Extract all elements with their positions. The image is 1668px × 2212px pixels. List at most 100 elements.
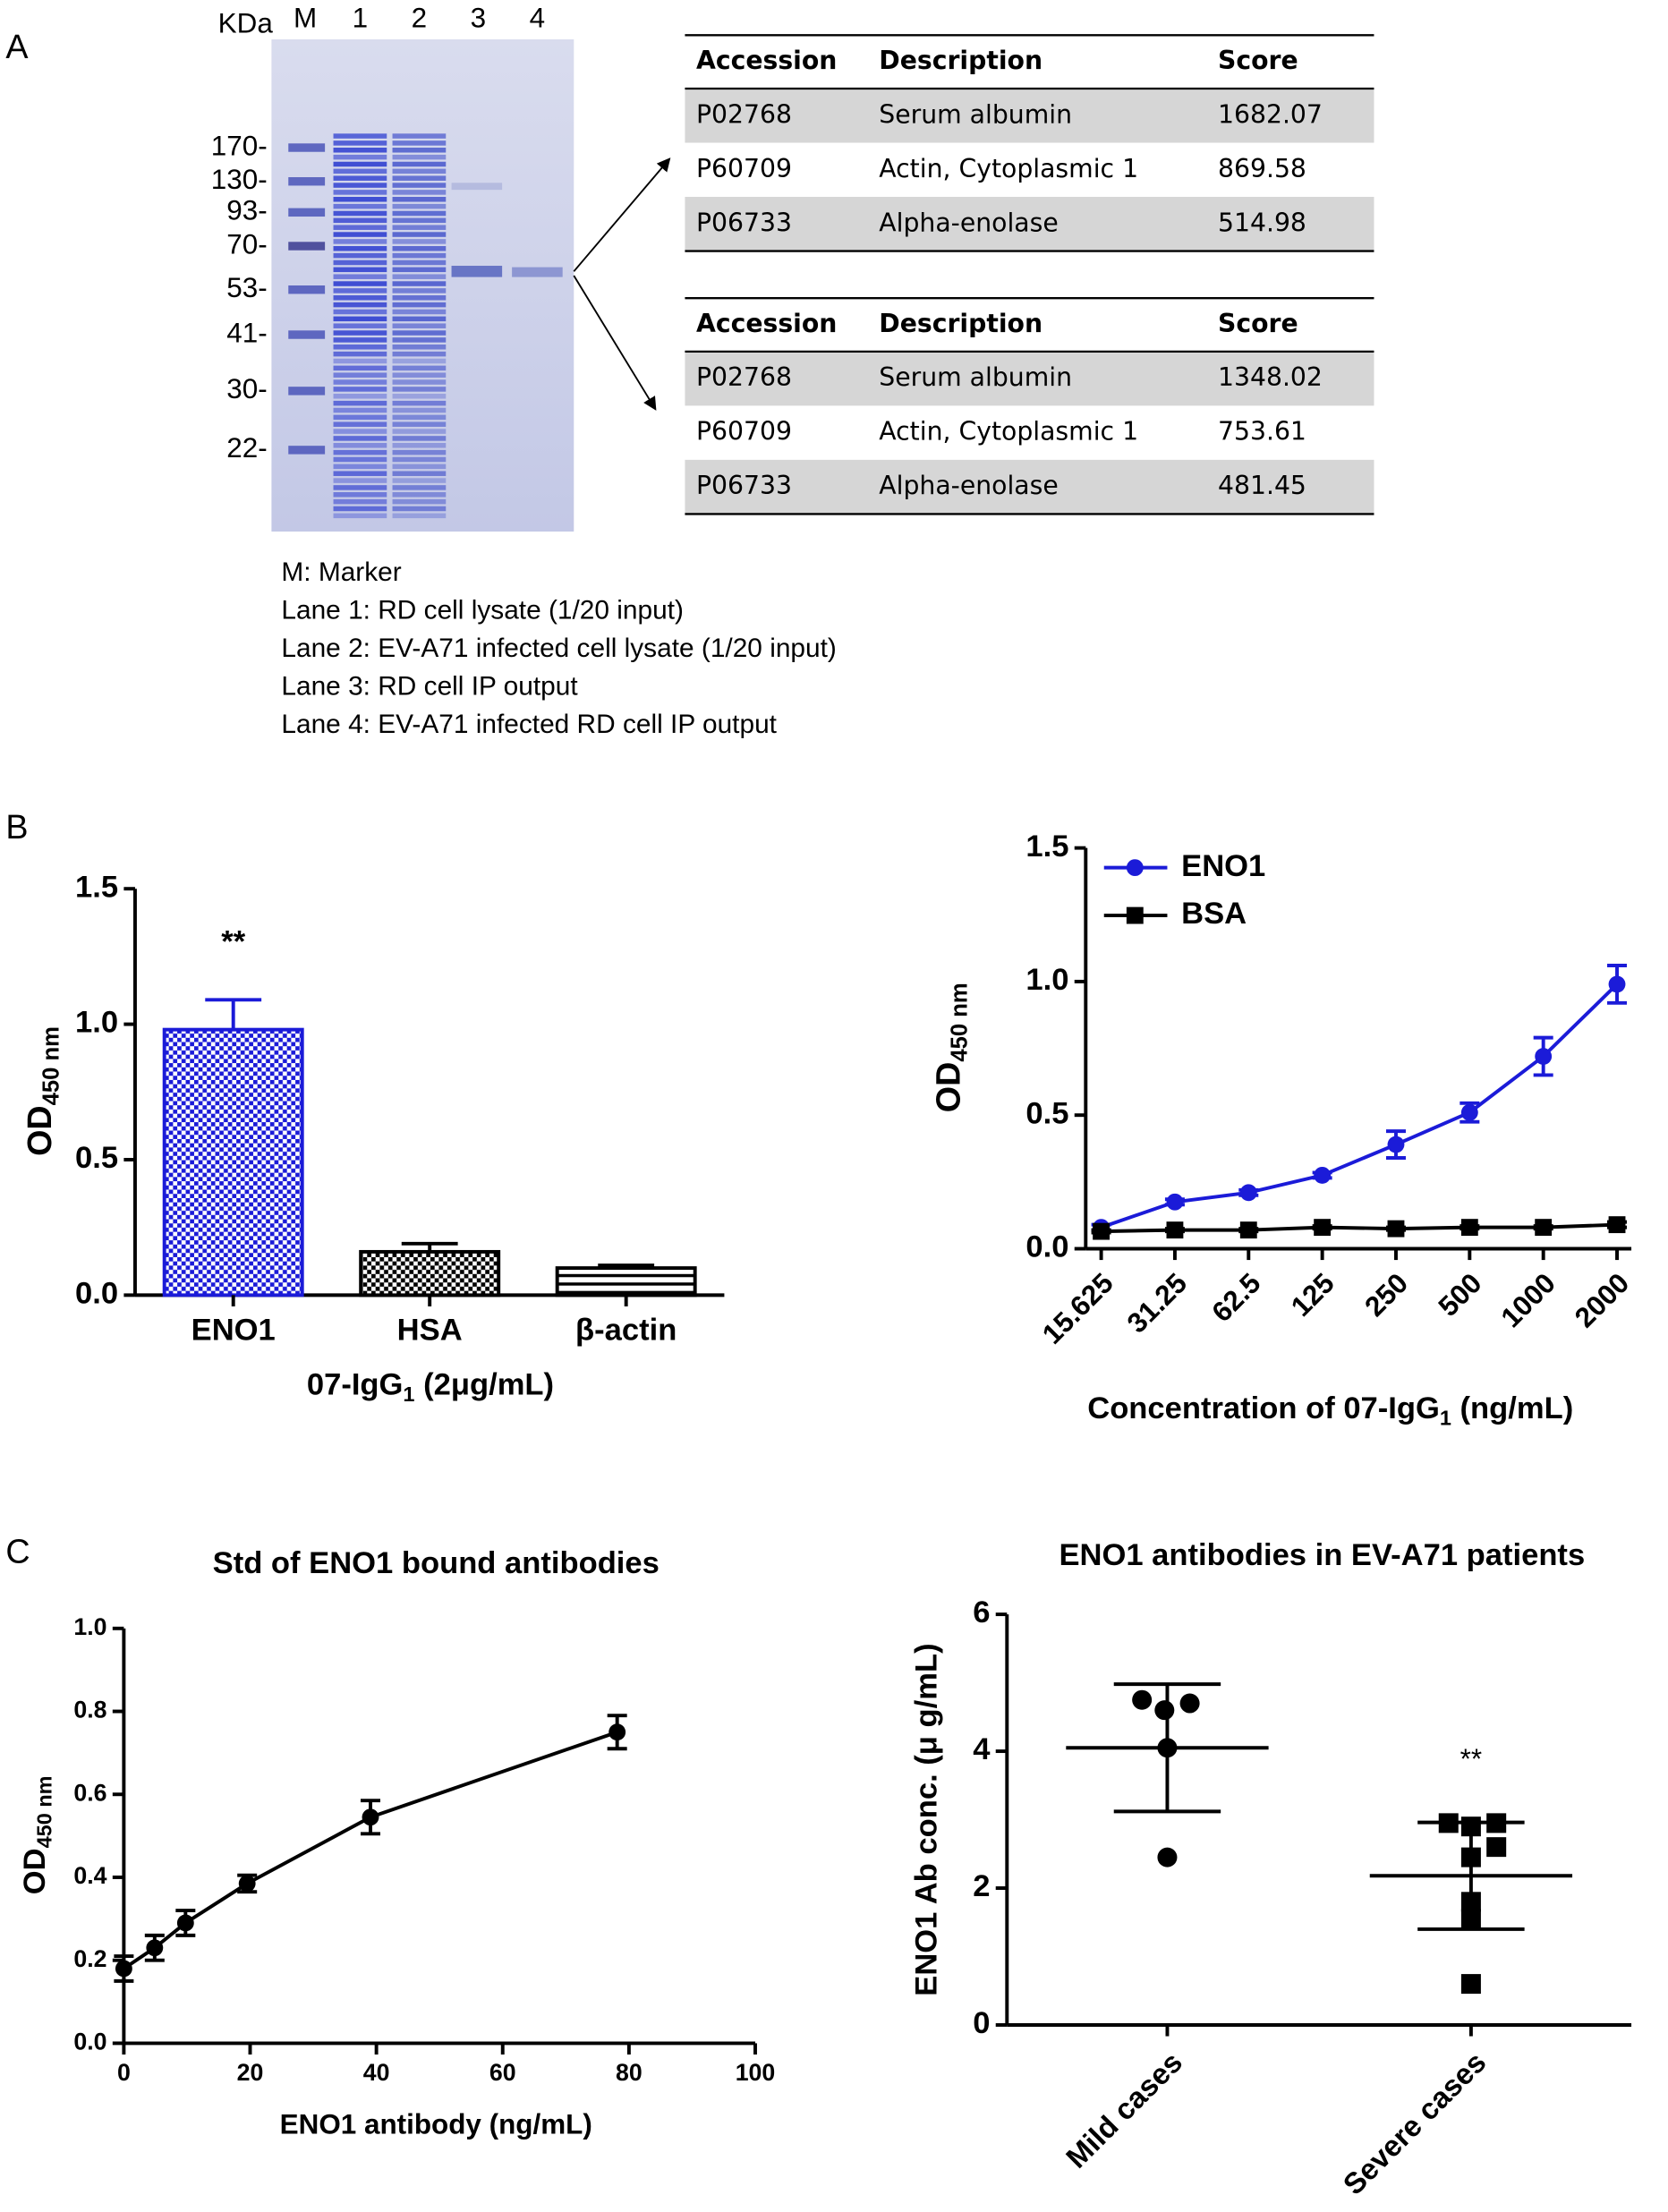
lane-smear: [333, 133, 387, 139]
lane-smear: [333, 456, 387, 463]
marker-band: [288, 242, 326, 251]
y-tick-label: 2: [973, 1869, 990, 1903]
lane-smear: [333, 345, 387, 350]
panel-label: A: [5, 28, 29, 65]
lane-smear: [392, 443, 447, 448]
marker-band: [288, 285, 326, 294]
lane-smear: [392, 140, 447, 146]
lane-smear: [392, 239, 447, 244]
lane-smear: [333, 492, 387, 498]
point: [238, 1875, 256, 1893]
y-tick-label: 4: [973, 1732, 991, 1766]
lane-smear: [392, 246, 447, 251]
ip-band: [512, 267, 563, 277]
marker-band: [288, 143, 326, 152]
y-tick-label: 0.0: [1025, 1230, 1068, 1264]
lane-smear: [392, 372, 447, 378]
marker-label: 30-: [226, 373, 267, 404]
axis-label-part: Concentration of 07-IgG: [1087, 1391, 1440, 1425]
bar: [162, 1027, 304, 1297]
lane-smear: [333, 239, 387, 244]
bar: [359, 1249, 501, 1297]
lane-smear: [333, 478, 387, 483]
axis-label-part: 1: [1440, 1407, 1451, 1430]
lane-smear: [392, 148, 447, 153]
lane-smear: [333, 407, 387, 413]
x-tick-label: 1000: [1495, 1267, 1562, 1333]
row-shade: [685, 351, 1374, 406]
row-shade: [685, 89, 1374, 143]
lane-smear: [333, 183, 387, 188]
lane-smear: [392, 351, 447, 357]
lane-smear: [333, 246, 387, 251]
lane-smear: [392, 345, 447, 350]
point: [1154, 1700, 1175, 1721]
lane-smear: [392, 252, 447, 259]
table-cell: 753.61: [1218, 417, 1306, 447]
lane-smear: [333, 302, 387, 308]
point: [1387, 1220, 1405, 1238]
axis-label: 07-IgG1 (2μg/mL): [307, 1368, 554, 1406]
ip-band: [451, 266, 503, 277]
lane-smear: [392, 379, 447, 385]
lane-smear: [392, 471, 447, 476]
row-shade: [685, 459, 1374, 515]
lane-smear: [333, 498, 387, 505]
table-cell: Alpha-enolase: [879, 471, 1058, 500]
lane-smear: [333, 225, 387, 230]
lane-smear: [392, 210, 447, 217]
x-tick-label: 250: [1358, 1267, 1414, 1323]
marker-band: [288, 330, 326, 339]
axis-label-part: 450 nm: [948, 983, 973, 1061]
point: [146, 1939, 164, 1957]
lane-smear: [392, 407, 447, 413]
lane-smear: [333, 288, 387, 294]
table-cell: 869.58: [1218, 154, 1306, 183]
lane-smear: [333, 421, 387, 427]
lane-smear: [333, 267, 387, 273]
lane-smear: [333, 358, 387, 364]
table-cell: P60709: [696, 154, 792, 183]
lane-smear: [392, 429, 447, 434]
marker-band: [288, 208, 326, 217]
point: [1126, 859, 1144, 877]
x-tick-label: 60: [489, 2059, 516, 2086]
x-tick-label: 100: [736, 2059, 776, 2086]
marker-label: 93-: [226, 195, 267, 226]
y-tick-label: 0.8: [73, 1697, 106, 1723]
lane-smear: [333, 203, 387, 209]
lane-smear: [333, 148, 387, 153]
column-header: Score: [1218, 46, 1298, 75]
annotation: **: [221, 925, 245, 959]
gel-unit: KDa: [218, 8, 274, 39]
point: [1126, 906, 1144, 924]
x-tick-label: 40: [363, 2059, 390, 2086]
marker-label: 170-: [211, 130, 268, 161]
lane-smear: [392, 358, 447, 364]
lane-smear: [392, 337, 447, 343]
column-header: Accession: [696, 46, 837, 75]
legend-line: Lane 2: EV-A71 infected cell lysate (1/2…: [281, 634, 836, 663]
lane-smear: [333, 365, 387, 371]
point: [608, 1723, 626, 1741]
lane-smear: [392, 197, 447, 202]
legend-label: ENO1: [1181, 849, 1265, 883]
lane-smear: [333, 190, 387, 195]
lane-smear: [333, 175, 387, 181]
series-line: [1101, 1222, 1618, 1234]
lane-smear: [392, 281, 447, 286]
lane-smear: [333, 372, 387, 378]
axis-label: ENO1 Ab conc. (μ g/mL): [909, 1643, 943, 1995]
point: [1239, 1184, 1257, 1202]
lane-smear: [392, 288, 447, 294]
table-cell: Actin, Cytoplasmic 1: [879, 417, 1138, 447]
lane-label: 3: [471, 2, 486, 33]
marker-label: 53-: [226, 272, 267, 303]
lane-smear: [392, 161, 447, 167]
lane-smear: [392, 421, 447, 427]
x-tick-label: Severe cases: [1336, 2046, 1492, 2201]
lane-smear: [333, 197, 387, 202]
lane-smear: [392, 154, 447, 160]
axis-label-part: (ng/mL): [1451, 1391, 1573, 1425]
lane-smear: [392, 513, 447, 519]
